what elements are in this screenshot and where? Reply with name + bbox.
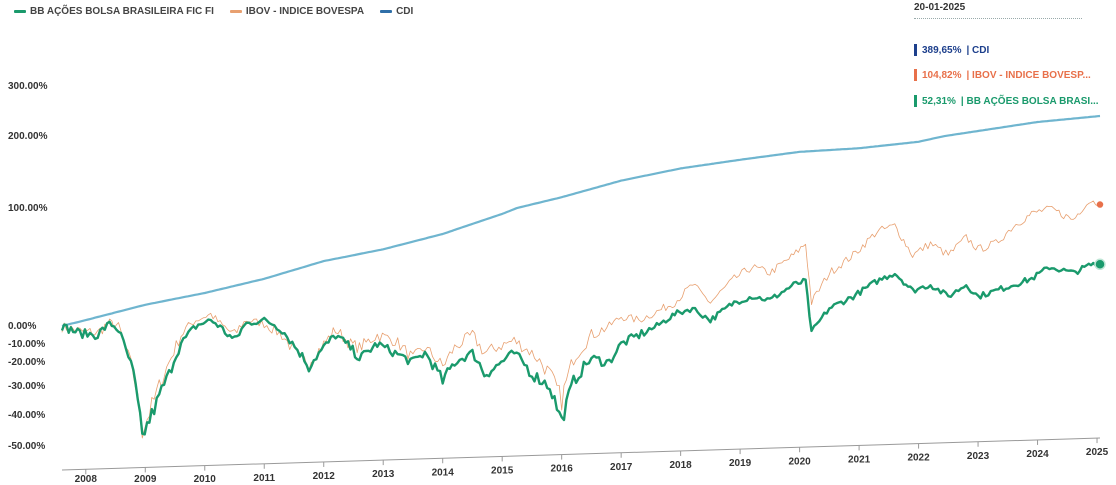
x-axis-baseline bbox=[61, 437, 1101, 471]
y-tick-label: -30.00% bbox=[8, 381, 45, 392]
x-tick-label: 2010 bbox=[194, 474, 217, 485]
x-tick-label: 2014 bbox=[432, 467, 455, 478]
legend-label-cdi: CDI bbox=[396, 6, 414, 17]
legend-label-bb: BB AÇÕES BOLSA BRASILEIRA FIC FI bbox=[30, 6, 214, 17]
tooltip-label-ibov: | IBOV - INDICE BOVESP... bbox=[966, 69, 1091, 81]
y-tick-label: 0.00% bbox=[8, 321, 36, 332]
x-axis: 2008 2009 2010 2011 2012 2013 2014 2015 2016 2017… bbox=[75, 438, 1109, 485]
tooltip-bar-bb bbox=[914, 95, 917, 107]
tooltip-date: 20-01-2025 bbox=[914, 2, 966, 13]
legend-label-ibov: IBOV - INDICE BOVESPA bbox=[245, 6, 365, 17]
legend-swatch-cdi bbox=[380, 10, 393, 13]
tooltip-label-bb: | BB AÇÕES BOLSA BRASI... bbox=[960, 95, 1099, 107]
x-tick-label: 2008 bbox=[75, 474, 98, 485]
legend: BB AÇÕES BOLSA BRASILEIRA FIC FI IBOV - … bbox=[14, 6, 413, 17]
x-tick-label: 2025 bbox=[1086, 447, 1109, 458]
x-tick-label: 2017 bbox=[610, 462, 633, 473]
x-tick-label: 2019 bbox=[729, 458, 752, 469]
tooltip-value-ibov: 104,82% bbox=[922, 69, 962, 81]
series-line-bb[interactable] bbox=[60, 261, 1101, 436]
x-tick-label: 2023 bbox=[967, 451, 990, 462]
tooltip-label-cdi: | CDI bbox=[966, 44, 990, 56]
legend-item-bb[interactable]: BB AÇÕES BOLSA BRASILEIRA FIC FI bbox=[14, 6, 214, 17]
x-tick-label: 2018 bbox=[670, 460, 693, 471]
series-group bbox=[60, 114, 1101, 439]
x-tick-label: 2009 bbox=[134, 474, 157, 485]
x-tick-label: 2015 bbox=[491, 465, 514, 476]
tooltip-value-bb: 52,31% bbox=[922, 95, 956, 107]
tooltip-row-ibov: 104,82% | IBOV - INDICE BOVESP... bbox=[914, 69, 1091, 81]
y-tick-label: -50.00% bbox=[8, 441, 45, 452]
x-tick-label: 2016 bbox=[551, 464, 574, 475]
x-tick-label: 2020 bbox=[788, 456, 811, 467]
x-tick-label: 2024 bbox=[1026, 449, 1049, 460]
x-tick-label: 2013 bbox=[372, 469, 395, 480]
x-tick-label: 2011 bbox=[253, 473, 275, 484]
y-tick-label: -40.00% bbox=[8, 410, 45, 421]
tooltip-divider bbox=[914, 18, 1082, 19]
end-marker-bb bbox=[1094, 258, 1106, 271]
legend-item-ibov[interactable]: IBOV - INDICE BOVESPA bbox=[229, 6, 365, 17]
y-tick-label: 200.00% bbox=[8, 131, 48, 142]
tooltip-bar-cdi bbox=[914, 44, 917, 56]
legend-swatch-ibov bbox=[229, 10, 242, 13]
legend-swatch-bb bbox=[14, 10, 26, 13]
y-axis: 300.00% 200.00% 100.00% 0.00% -10.00% -20.00%… bbox=[8, 81, 48, 452]
tooltip-bar-ibov bbox=[914, 69, 917, 81]
x-tick-label: 2012 bbox=[313, 471, 336, 482]
tooltip-value-cdi: 389,65% bbox=[922, 44, 962, 56]
legend-item-cdi[interactable]: CDI bbox=[380, 6, 413, 17]
end-markers bbox=[1094, 201, 1106, 271]
x-tick-label: 2021 bbox=[848, 454, 871, 465]
tooltip-row-cdi: 389,65% | CDI bbox=[914, 44, 989, 56]
tooltip-row-bb: 52,31% | BB AÇÕES BOLSA BRASI... bbox=[914, 95, 1099, 107]
y-tick-label: 300.00% bbox=[8, 81, 48, 92]
series-line-ibov[interactable] bbox=[61, 200, 1101, 439]
y-tick-label: -10.00% bbox=[8, 339, 45, 350]
series-line-cdi[interactable] bbox=[61, 114, 1101, 328]
y-tick-label: 100.00% bbox=[8, 203, 48, 214]
hover-tooltip: 20-01-2025 389,65% | CDI 104,82% | IBOV … bbox=[908, 0, 1099, 120]
x-tick-label: 2022 bbox=[907, 453, 930, 464]
end-marker-ibov bbox=[1096, 201, 1104, 208]
y-tick-label: -20.00% bbox=[8, 357, 45, 368]
